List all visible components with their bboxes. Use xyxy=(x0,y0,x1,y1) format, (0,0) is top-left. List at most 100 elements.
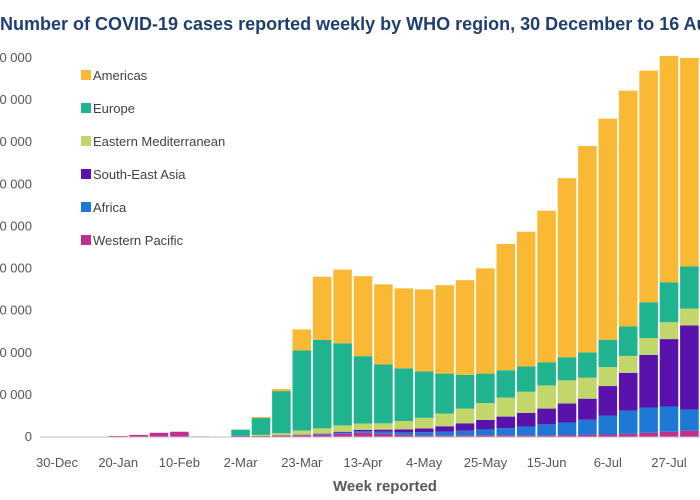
bar-segment-africa xyxy=(618,410,638,434)
bar-segment-western-pacific xyxy=(435,435,454,437)
bar-segment-eastern-mediterranean xyxy=(537,385,556,409)
bar-segment-europe xyxy=(435,373,454,414)
bar-segment-south-east-asia xyxy=(394,429,414,433)
y-tick-label: 00 000 xyxy=(0,134,32,149)
bar-segment-americas xyxy=(557,178,577,358)
bar-segment-americas xyxy=(659,55,679,283)
bar-segment-africa xyxy=(639,407,658,433)
bar-segment-western-pacific xyxy=(231,435,250,437)
bar-segment-south-east-asia xyxy=(659,339,679,407)
bar-segment-western-pacific xyxy=(170,431,189,437)
bar-segment-americas xyxy=(272,388,291,392)
x-tick-label: 23-Mar xyxy=(281,455,323,470)
bar-segment-europe xyxy=(496,370,516,398)
legend-label: Europe xyxy=(93,101,135,116)
bar-segment-south-east-asia xyxy=(639,354,658,408)
legend-label: Western Pacific xyxy=(93,233,184,248)
bar-segment-europe xyxy=(598,339,618,368)
x-tick-label: 2-Mar xyxy=(224,455,259,470)
bar-segment-americas xyxy=(476,268,495,374)
x-tick-label: 4-May xyxy=(406,455,443,470)
x-tick-label: 10-Feb xyxy=(159,455,200,470)
bar-segment-europe xyxy=(537,362,556,386)
bar-segment-europe xyxy=(578,352,597,378)
bar-segment-south-east-asia xyxy=(578,398,597,420)
bar-segment-africa xyxy=(659,406,679,432)
x-tick-label: 13-Apr xyxy=(343,455,383,470)
bar-segment-eastern-mediterranean xyxy=(598,367,618,387)
bar-segment-western-pacific xyxy=(557,435,577,437)
bar-segment-western-pacific xyxy=(333,433,352,437)
bar-segment-eastern-mediterranean xyxy=(639,338,658,355)
bar-segment-western-pacific xyxy=(108,435,128,437)
bar-segment-americas xyxy=(598,118,618,340)
bars xyxy=(108,55,699,437)
x-tick-label: 20-Jan xyxy=(98,455,138,470)
bar-segment-western-pacific xyxy=(394,434,414,437)
bar-segment-europe xyxy=(231,429,250,436)
bar-segment-africa xyxy=(476,429,495,436)
bar-segment-europe xyxy=(414,371,434,418)
x-tick-label: 6-Jul xyxy=(594,455,622,470)
legend-swatch xyxy=(81,136,91,146)
bar-segment-europe xyxy=(516,366,536,392)
x-tick-label: 15-Jun xyxy=(527,455,567,470)
bar-segment-western-pacific xyxy=(476,435,495,437)
bar-segment-eastern-mediterranean xyxy=(476,403,495,420)
bar-segment-eastern-mediterranean xyxy=(272,433,291,436)
y-tick-label: 00 000 xyxy=(0,92,32,107)
bar-segment-eastern-mediterranean xyxy=(496,397,516,417)
bar-segment-africa xyxy=(435,431,454,436)
bar-segment-americas xyxy=(639,70,658,303)
bar-segment-eastern-mediterranean xyxy=(618,355,638,373)
bar-segment-africa xyxy=(455,430,475,436)
bar-segment-americas xyxy=(251,417,271,419)
bar-segment-americas xyxy=(414,289,434,372)
y-tick-label: 00 000 xyxy=(0,345,32,360)
bar-segment-western-pacific xyxy=(618,433,638,437)
x-tick-label: 25-May xyxy=(464,455,508,470)
bar-segment-africa xyxy=(578,419,597,435)
bar-segment-africa xyxy=(333,432,352,434)
bar-segment-western-pacific xyxy=(455,435,475,437)
bar-segment-americas xyxy=(353,276,373,357)
bar-segment-eastern-mediterranean xyxy=(659,322,679,340)
legend-label: South-East Asia xyxy=(93,167,186,182)
bar-segment-eastern-mediterranean xyxy=(680,308,699,326)
bar-segment-eastern-mediterranean xyxy=(353,423,373,430)
legend-label: Africa xyxy=(93,200,127,215)
bar-segment-south-east-asia xyxy=(353,429,373,432)
bar-segment-south-east-asia xyxy=(455,423,475,431)
bar-segment-americas xyxy=(680,58,699,267)
bar-segment-western-pacific xyxy=(272,435,291,437)
bar-segment-south-east-asia xyxy=(374,429,393,432)
bar-segment-europe xyxy=(374,364,393,424)
bar-segment-western-pacific xyxy=(251,435,271,437)
bar-segment-americas xyxy=(455,280,475,375)
bar-segment-americas xyxy=(312,276,332,340)
x-tick-label: 30-Dec xyxy=(36,455,78,470)
bar-segment-eastern-mediterranean xyxy=(394,421,414,430)
bar-segment-americas xyxy=(333,269,352,344)
bar-segment-africa xyxy=(557,422,577,436)
bar-segment-europe xyxy=(680,266,699,309)
bar-segment-eastern-mediterranean xyxy=(578,377,597,399)
bar-segment-europe xyxy=(333,343,352,426)
x-axis-label: Week reported xyxy=(333,478,437,495)
bar-segment-americas xyxy=(292,329,312,351)
legend-label: Americas xyxy=(93,68,148,83)
bar-segment-europe xyxy=(312,339,332,429)
bar-segment-africa xyxy=(680,409,699,431)
bar-segment-western-pacific xyxy=(149,432,169,437)
bar-segment-eastern-mediterranean xyxy=(251,434,271,436)
bar-segment-africa xyxy=(353,431,373,433)
chart-title: Number of COVID-19 cases reported weekly… xyxy=(0,14,700,34)
bar-segment-western-pacific xyxy=(292,435,312,437)
bar-segment-europe xyxy=(292,350,312,431)
bar-segment-americas xyxy=(618,90,638,327)
y-tick-label: 00 000 xyxy=(0,303,32,318)
bar-segment-western-pacific xyxy=(496,435,516,437)
legend-swatch xyxy=(81,70,91,80)
